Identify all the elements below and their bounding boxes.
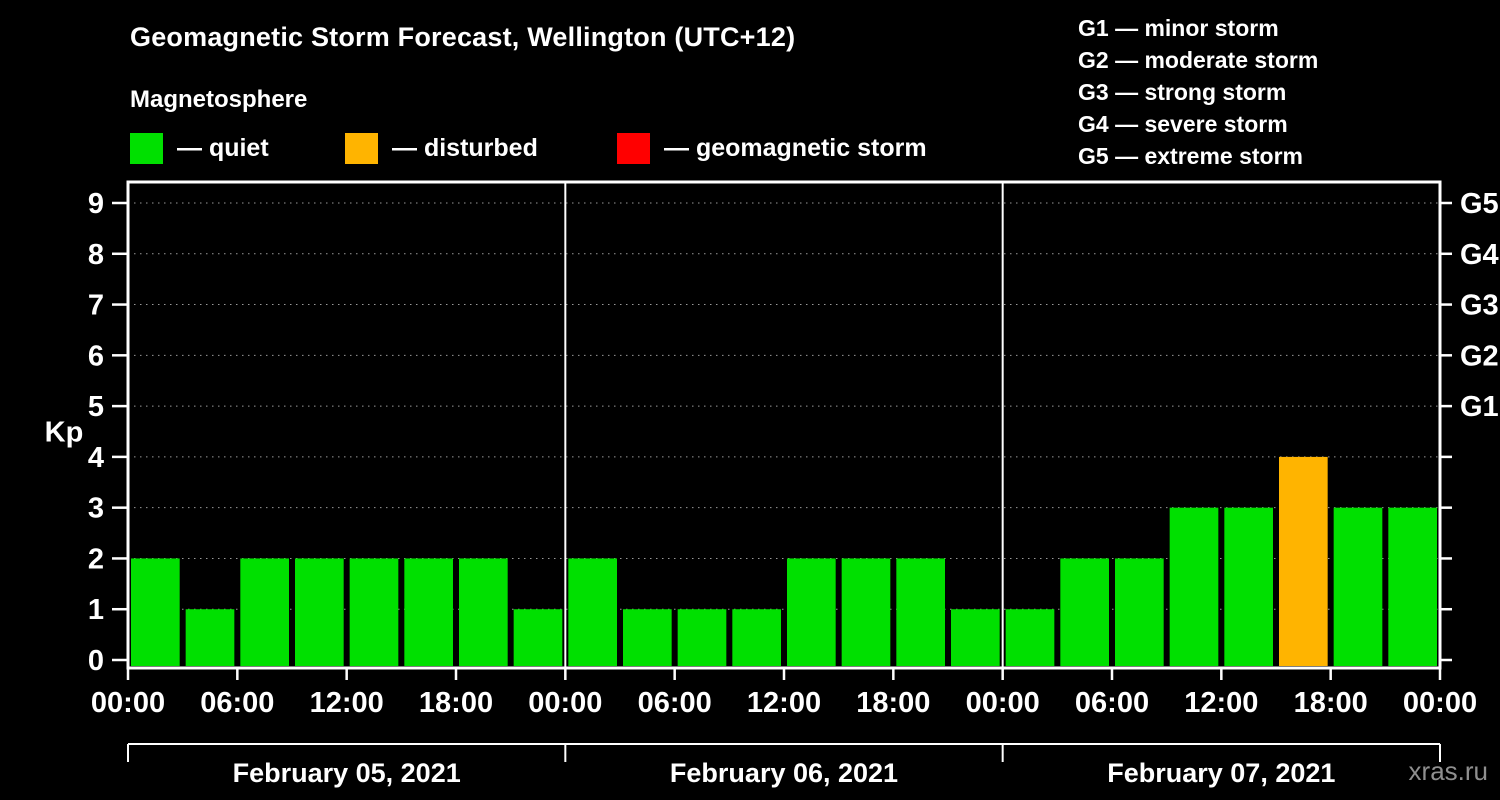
- kp-bar: [1115, 558, 1164, 666]
- svg-text:06:00: 06:00: [1075, 687, 1149, 719]
- storm-scale-g5: G5 — extreme storm: [1078, 143, 1303, 169]
- svg-text:18:00: 18:00: [419, 687, 493, 719]
- storm-scale-g4: G4 — severe storm: [1078, 111, 1288, 137]
- svg-text:9: 9: [88, 188, 104, 220]
- svg-text:G1: G1: [1460, 391, 1499, 423]
- kp-bar: [513, 609, 563, 666]
- svg-text:8: 8: [88, 239, 104, 271]
- svg-text:6: 6: [88, 340, 104, 372]
- svg-text:1: 1: [88, 594, 104, 626]
- svg-text:00:00: 00:00: [528, 687, 602, 719]
- kp-bar: [459, 558, 508, 666]
- svg-text:4: 4: [88, 442, 104, 474]
- legend-item-disturbed: — disturbed: [345, 133, 538, 164]
- svg-text:G3: G3: [1460, 290, 1499, 322]
- kp-bar: [787, 558, 836, 666]
- watermark: xras.ru: [1408, 756, 1488, 786]
- svg-text:3: 3: [88, 493, 104, 525]
- svg-text:12:00: 12:00: [747, 687, 821, 719]
- storm-scale-g3: G3 — strong storm: [1078, 79, 1287, 105]
- disturbed-color-swatch-icon: [345, 133, 378, 164]
- kp-bar: [185, 609, 235, 666]
- kp-bar: [951, 609, 1000, 666]
- svg-text:00:00: 00:00: [966, 687, 1040, 719]
- svg-text:00:00: 00:00: [1403, 687, 1477, 719]
- storm-label: — geomagnetic storm: [664, 134, 927, 162]
- kp-bar: [131, 558, 180, 666]
- kp-bar: [1224, 507, 1273, 666]
- kp-bar: [349, 558, 399, 666]
- page-title: Geomagnetic Storm Forecast, Wellington (…: [130, 22, 796, 52]
- svg-text:G2: G2: [1460, 340, 1499, 372]
- kp-bar: [677, 609, 727, 666]
- kp-bar: [568, 558, 617, 666]
- svg-text:0: 0: [88, 645, 104, 677]
- svg-text:G4: G4: [1460, 239, 1499, 271]
- svg-text:18:00: 18:00: [1294, 687, 1368, 719]
- svg-text:February 07, 2021: February 07, 2021: [1107, 758, 1335, 788]
- svg-text:12:00: 12:00: [310, 687, 384, 719]
- svg-text:2: 2: [88, 543, 104, 575]
- kp-bar: [623, 609, 672, 666]
- storm-scale-g1: G1 — minor storm: [1078, 15, 1279, 41]
- svg-text:06:00: 06:00: [200, 687, 274, 719]
- svg-text:12:00: 12:00: [1184, 687, 1258, 719]
- kp-bar: [732, 609, 781, 666]
- kp-bar: [1279, 456, 1328, 666]
- kp-bar: [896, 558, 945, 666]
- svg-text:06:00: 06:00: [638, 687, 712, 719]
- kp-bar: [1005, 609, 1055, 666]
- disturbed-label: — disturbed: [392, 134, 538, 162]
- kp-bar: [841, 558, 891, 666]
- svg-text:February 06, 2021: February 06, 2021: [670, 758, 898, 788]
- kp-bar: [1388, 507, 1437, 666]
- kp-bar: [240, 558, 289, 666]
- svg-text:7: 7: [88, 290, 104, 322]
- svg-text:00:00: 00:00: [91, 687, 165, 719]
- svg-text:G5: G5: [1460, 188, 1499, 220]
- chart-subtitle: Magnetosphere: [130, 86, 308, 113]
- kp-bar: [404, 558, 453, 666]
- quiet-label: — quiet: [177, 134, 269, 162]
- storm-color-swatch-icon: [617, 133, 650, 164]
- legend-item-quiet: — quiet: [130, 133, 269, 164]
- svg-text:Kp: Kp: [45, 417, 84, 449]
- kp-bar: [1333, 507, 1383, 666]
- kp-bar: [1169, 507, 1219, 666]
- svg-text:February 05, 2021: February 05, 2021: [233, 758, 461, 788]
- legend-item-storm: — geomagnetic storm: [617, 133, 927, 164]
- svg-text:5: 5: [88, 391, 104, 423]
- svg-text:18:00: 18:00: [856, 687, 930, 719]
- kp-bar: [295, 558, 344, 666]
- kp-bar: [1060, 558, 1109, 666]
- quiet-color-swatch-icon: [130, 133, 163, 164]
- storm-scale-g2: G2 — moderate storm: [1078, 47, 1319, 73]
- storm-scale-legend: G1 — minor storm G2 — moderate storm G3 …: [1078, 12, 1318, 172]
